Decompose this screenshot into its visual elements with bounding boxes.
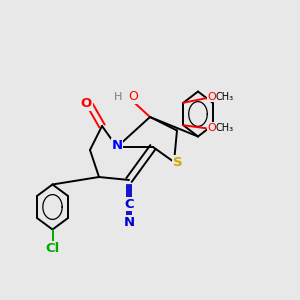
Text: Cl: Cl [45, 242, 60, 255]
Text: CH₃: CH₃ [215, 123, 234, 133]
Text: O: O [129, 90, 138, 104]
Text: O: O [81, 97, 92, 110]
Text: N: N [111, 139, 123, 152]
Text: O: O [207, 92, 216, 102]
Text: H: H [114, 92, 123, 102]
Text: C: C [124, 197, 134, 211]
Text: S: S [173, 155, 182, 169]
Text: CH₃: CH₃ [215, 92, 234, 102]
Text: O: O [207, 123, 216, 133]
Text: N: N [123, 215, 135, 229]
